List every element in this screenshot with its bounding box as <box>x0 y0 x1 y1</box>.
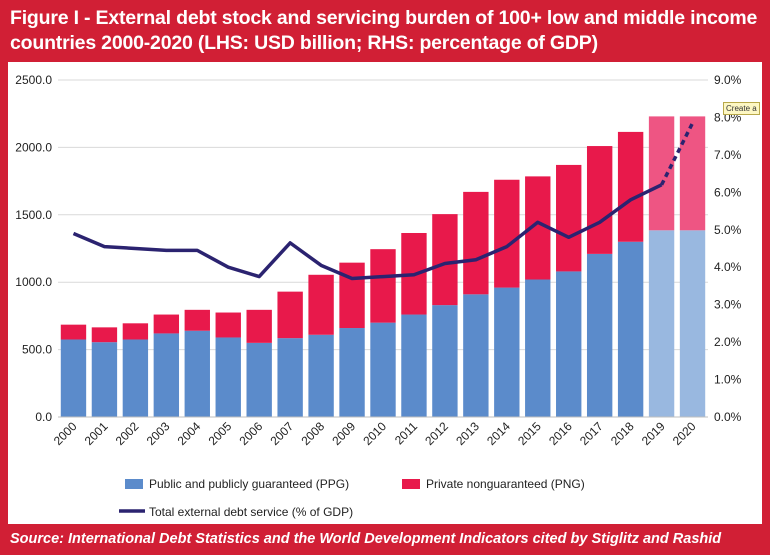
x-tick-label: 2014 <box>484 419 513 448</box>
bar-ppg <box>494 287 520 417</box>
bar-png <box>494 179 520 288</box>
bar-ppg <box>184 330 210 417</box>
bar-ppg <box>246 342 272 417</box>
x-tick-label: 2016 <box>546 419 575 448</box>
left-tick-label: 500.0 <box>22 343 52 357</box>
x-tick-label: 2010 <box>360 419 389 448</box>
chart-panel: 0.0 500.0 1000.0 1500.0 2000.0 2500.0 0.0% 1.0… <box>8 62 762 524</box>
x-tick-label: 2019 <box>639 419 668 448</box>
x-tick-label: 2020 <box>670 419 699 448</box>
left-tick-label: 2000.0 <box>15 140 52 154</box>
bar-png <box>432 214 458 306</box>
bar-ppg <box>648 230 675 417</box>
bar-png <box>586 146 613 254</box>
left-tick-label: 1500.0 <box>15 208 52 222</box>
bar-png <box>308 274 334 335</box>
bar-png <box>60 324 87 340</box>
figure-title: Figure I - External debt stock and servi… <box>10 7 758 54</box>
bar-png <box>122 323 149 340</box>
right-tick-label: 3.0% <box>714 298 742 312</box>
bar-ppg <box>617 241 644 417</box>
right-tick-label: 9.0% <box>714 73 742 87</box>
x-tick-label: 2013 <box>453 419 482 448</box>
x-tick-label: 2001 <box>82 419 111 448</box>
left-tick-label: 1000.0 <box>15 275 52 289</box>
right-tick-label: 4.0% <box>714 260 742 274</box>
x-axis: 2000 2001 2002 2003 2004 2005 2006 2007 2008 2009… <box>51 416 708 448</box>
x-tick-label: 2009 <box>329 419 358 448</box>
x-tick-label: 2017 <box>577 419 606 448</box>
left-tick-label: 0.0 <box>35 410 52 424</box>
source-note: Source: International Debt Statistics an… <box>10 531 722 547</box>
legend-swatch-ppg <box>125 479 143 489</box>
bar-ppg <box>463 294 489 417</box>
bar-png <box>184 309 210 331</box>
bar-png <box>91 327 118 343</box>
bar-png <box>648 116 675 231</box>
bar-ppg <box>60 339 87 417</box>
line-actual <box>72 183 663 281</box>
bar-png <box>556 164 582 272</box>
x-tick-label: 2007 <box>267 419 296 448</box>
x-tick-label: 2011 <box>392 419 420 447</box>
bar-ppg <box>401 314 427 417</box>
x-tick-label: 2018 <box>608 419 637 448</box>
bar-ppg <box>339 328 365 417</box>
debt-chart: 0.0 500.0 1000.0 1500.0 2000.0 2500.0 0.0% 1.0… <box>15 73 742 519</box>
bar-ppg <box>308 334 334 417</box>
x-tick-label: 2006 <box>237 419 266 448</box>
x-tick-label: 2005 <box>206 419 235 448</box>
right-tick-label: 0.0% <box>714 410 742 424</box>
right-tick-label: 6.0% <box>714 185 742 199</box>
bar-ppg <box>370 322 396 417</box>
bar-png <box>463 191 489 295</box>
x-tick-label: 2002 <box>113 419 142 448</box>
debt-service-line <box>72 122 695 281</box>
bar-png <box>246 309 272 343</box>
right-tick-label: 2.0% <box>714 335 742 349</box>
bar-png <box>339 262 365 329</box>
right-tick-label: 7.0% <box>714 148 742 162</box>
legend-swatch-png <box>402 479 420 489</box>
bar-ppg <box>215 337 241 417</box>
bar-png <box>215 312 241 338</box>
bar-ppg <box>586 253 613 417</box>
x-tick-label: 2012 <box>422 419 451 448</box>
bar-ppg <box>122 339 149 417</box>
legend-label-ppg: Public and publicly guaranteed (PPG) <box>149 477 349 491</box>
x-tick-label: 2004 <box>175 419 204 448</box>
bar-ppg <box>679 230 706 417</box>
legend-label-png: Private nonguaranteed (PNG) <box>426 477 585 491</box>
bar-png <box>370 249 396 323</box>
right-axis: 0.0%1.0%2.0%3.0%4.0%5.0%6.0%7.0%8.0%9.0% <box>714 73 742 424</box>
bar-ppg <box>525 279 551 417</box>
left-axis: 0.0 500.0 1000.0 1500.0 2000.0 2500.0 <box>15 73 52 424</box>
bar-ppg <box>277 338 303 417</box>
x-tick-label: 2003 <box>144 419 173 448</box>
x-tick-label: 2008 <box>298 419 327 448</box>
bar-ppg <box>91 342 118 417</box>
line-projected <box>660 122 695 186</box>
bar-ppg <box>153 333 180 417</box>
create-tooltip: Create a <box>723 102 760 115</box>
bar-png <box>277 291 303 339</box>
chart-legend: Public and publicly guaranteed (PPG) Pri… <box>119 477 585 519</box>
right-tick-label: 1.0% <box>714 373 742 387</box>
bar-png <box>153 314 180 334</box>
x-tick-label: 2000 <box>51 419 80 448</box>
bar-ppg <box>432 305 458 417</box>
bar-png <box>679 116 706 231</box>
bar-png <box>617 131 644 242</box>
bars <box>60 116 706 417</box>
bar-ppg <box>556 271 582 417</box>
legend-label-line: Total external debt service (% of GDP) <box>149 505 353 519</box>
x-tick-label: 2015 <box>515 419 544 448</box>
right-tick-label: 5.0% <box>714 223 742 237</box>
left-tick-label: 2500.0 <box>15 73 52 87</box>
